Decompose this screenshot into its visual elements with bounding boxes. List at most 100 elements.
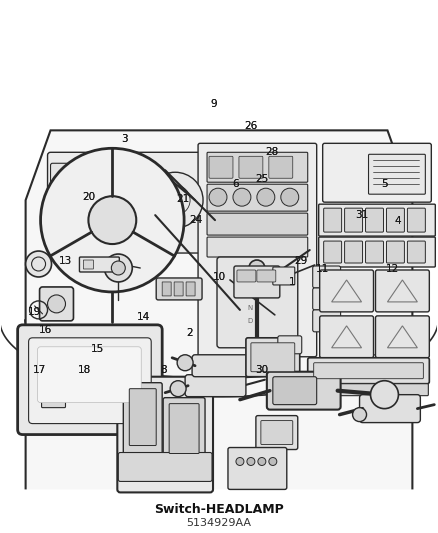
Text: 2: 2 [186, 328, 193, 338]
Text: 3: 3 [121, 134, 127, 144]
Text: 1: 1 [289, 278, 295, 287]
Text: 31: 31 [355, 210, 368, 220]
Circle shape [41, 148, 184, 292]
Circle shape [25, 251, 52, 277]
FancyBboxPatch shape [386, 241, 404, 263]
FancyBboxPatch shape [313, 288, 341, 310]
Text: 21: 21 [177, 194, 190, 204]
Text: 13: 13 [59, 256, 72, 266]
FancyBboxPatch shape [407, 241, 425, 263]
Text: 18: 18 [78, 365, 91, 375]
FancyBboxPatch shape [375, 316, 429, 358]
FancyBboxPatch shape [124, 383, 162, 456]
Text: 16: 16 [39, 325, 52, 335]
Circle shape [281, 188, 299, 206]
Text: 15: 15 [91, 344, 104, 354]
FancyBboxPatch shape [323, 143, 431, 202]
FancyBboxPatch shape [251, 343, 295, 372]
FancyBboxPatch shape [407, 208, 425, 232]
FancyBboxPatch shape [320, 270, 374, 312]
FancyBboxPatch shape [267, 372, 341, 410]
FancyBboxPatch shape [320, 316, 374, 358]
Text: 14: 14 [137, 312, 151, 322]
FancyBboxPatch shape [162, 282, 171, 296]
FancyBboxPatch shape [48, 152, 218, 253]
Text: 25: 25 [255, 174, 268, 184]
Text: 25: 25 [255, 174, 268, 184]
FancyBboxPatch shape [269, 156, 293, 178]
Circle shape [247, 457, 255, 465]
Text: 5134929AA: 5134929AA [187, 518, 251, 528]
Text: 30: 30 [255, 365, 268, 375]
Text: 24: 24 [189, 215, 202, 225]
FancyBboxPatch shape [38, 347, 141, 402]
Text: 5: 5 [381, 179, 387, 189]
FancyBboxPatch shape [375, 270, 429, 312]
FancyBboxPatch shape [217, 257, 298, 348]
Text: 18: 18 [78, 365, 91, 375]
FancyBboxPatch shape [366, 208, 384, 232]
FancyBboxPatch shape [207, 237, 308, 257]
Circle shape [269, 457, 277, 465]
FancyBboxPatch shape [163, 398, 205, 462]
FancyBboxPatch shape [39, 287, 74, 321]
FancyBboxPatch shape [324, 241, 342, 263]
FancyBboxPatch shape [198, 143, 317, 357]
FancyBboxPatch shape [18, 325, 162, 434]
FancyBboxPatch shape [207, 184, 308, 211]
Text: 8: 8 [160, 365, 166, 375]
Circle shape [48, 295, 66, 313]
FancyBboxPatch shape [257, 270, 276, 282]
Text: 29: 29 [294, 256, 308, 266]
FancyBboxPatch shape [261, 421, 293, 445]
Text: 21: 21 [177, 194, 190, 204]
Text: 10: 10 [212, 272, 226, 282]
FancyBboxPatch shape [50, 163, 89, 222]
Circle shape [249, 260, 265, 276]
Text: 26: 26 [244, 120, 257, 131]
Text: 12: 12 [386, 264, 399, 274]
FancyBboxPatch shape [118, 453, 212, 481]
Circle shape [233, 188, 251, 206]
FancyBboxPatch shape [207, 213, 308, 235]
FancyBboxPatch shape [324, 208, 342, 232]
FancyBboxPatch shape [174, 282, 183, 296]
Text: 29: 29 [294, 256, 308, 266]
FancyBboxPatch shape [156, 278, 202, 300]
FancyBboxPatch shape [79, 257, 119, 272]
FancyBboxPatch shape [42, 394, 66, 408]
Text: 16: 16 [39, 325, 52, 335]
FancyBboxPatch shape [234, 266, 280, 298]
FancyBboxPatch shape [314, 363, 424, 379]
Circle shape [60, 165, 130, 235]
Text: 3: 3 [121, 134, 127, 144]
Text: 12: 12 [386, 264, 399, 274]
Text: 2: 2 [186, 328, 193, 338]
Text: 4: 4 [395, 216, 401, 227]
Circle shape [257, 188, 275, 206]
Text: 8: 8 [160, 365, 166, 375]
Circle shape [258, 457, 266, 465]
Text: 19: 19 [28, 306, 41, 317]
Text: 17: 17 [32, 365, 46, 375]
Text: 5: 5 [381, 179, 387, 189]
FancyBboxPatch shape [278, 336, 302, 354]
FancyBboxPatch shape [129, 389, 156, 446]
Circle shape [209, 188, 227, 206]
FancyBboxPatch shape [239, 156, 263, 178]
FancyBboxPatch shape [186, 282, 195, 296]
Circle shape [147, 172, 203, 228]
Text: 9: 9 [210, 99, 217, 109]
FancyBboxPatch shape [313, 310, 341, 332]
Text: 1: 1 [289, 278, 295, 287]
Text: 6: 6 [232, 179, 239, 189]
FancyBboxPatch shape [273, 267, 295, 285]
Text: 6: 6 [232, 179, 239, 189]
Text: 14: 14 [137, 312, 151, 322]
Circle shape [88, 196, 136, 244]
Circle shape [177, 355, 193, 371]
FancyBboxPatch shape [366, 241, 384, 263]
FancyBboxPatch shape [368, 154, 425, 194]
Circle shape [81, 348, 100, 368]
FancyBboxPatch shape [83, 260, 93, 269]
